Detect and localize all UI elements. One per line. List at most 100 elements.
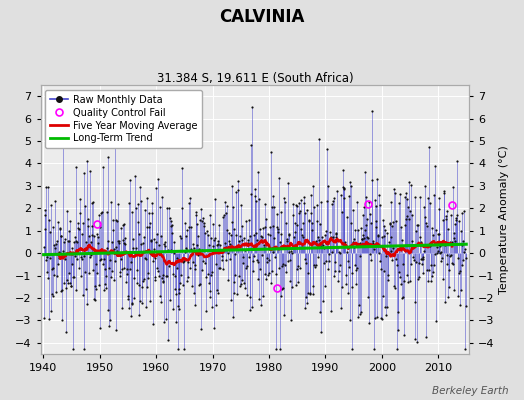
Point — [111, 217, 119, 223]
Point — [116, 273, 124, 279]
Point — [106, 256, 114, 263]
Point — [220, 212, 228, 218]
Point — [242, 265, 250, 271]
Point — [241, 247, 249, 253]
Point — [408, 238, 417, 244]
Point — [376, 201, 384, 208]
Point — [232, 232, 240, 238]
Point — [134, 312, 143, 318]
Point — [184, 259, 192, 265]
Point — [233, 242, 242, 249]
Point — [61, 256, 69, 262]
Point — [350, 236, 358, 242]
Point — [247, 190, 256, 197]
Point — [235, 238, 243, 244]
Point — [326, 229, 334, 235]
Point — [428, 225, 436, 231]
Point — [376, 315, 385, 321]
Text: CALVINIA: CALVINIA — [220, 8, 304, 26]
Point — [363, 239, 372, 246]
Point — [81, 269, 90, 276]
Point — [385, 238, 393, 245]
Point — [358, 235, 366, 242]
Point — [205, 280, 213, 286]
Point — [422, 334, 431, 340]
Point — [293, 203, 302, 210]
Point — [237, 237, 246, 243]
Point — [344, 258, 352, 264]
Point — [416, 233, 424, 240]
Point — [354, 241, 363, 248]
Point — [200, 220, 208, 226]
Point — [337, 305, 345, 311]
Point — [159, 278, 168, 284]
Point — [340, 185, 348, 192]
Point — [339, 166, 347, 173]
Point — [89, 266, 97, 273]
Point — [418, 256, 427, 262]
Point — [299, 234, 307, 240]
Point — [329, 234, 337, 240]
Point — [180, 258, 188, 264]
Point — [81, 203, 89, 210]
Point — [275, 265, 283, 272]
Point — [358, 236, 367, 242]
Point — [82, 239, 91, 246]
Point — [256, 226, 265, 232]
Point — [93, 230, 101, 237]
Point — [298, 244, 307, 250]
Point — [409, 243, 417, 249]
Point — [267, 204, 276, 210]
Point — [436, 249, 445, 255]
Point — [280, 194, 289, 201]
Point — [167, 247, 176, 254]
Point — [148, 321, 157, 327]
Point — [322, 228, 330, 234]
Point — [401, 190, 410, 196]
Point — [420, 248, 429, 255]
Point — [180, 220, 189, 226]
Point — [142, 256, 150, 262]
Point — [75, 265, 83, 272]
Point — [294, 263, 302, 269]
Point — [335, 262, 344, 269]
Point — [140, 234, 148, 241]
Point — [392, 346, 401, 353]
Point — [205, 294, 214, 300]
Point — [229, 204, 237, 210]
Point — [158, 272, 167, 278]
Point — [163, 204, 171, 211]
Point — [63, 280, 72, 286]
Point — [216, 248, 225, 254]
Point — [198, 218, 206, 224]
Point — [194, 246, 203, 252]
Point — [384, 272, 392, 278]
Point — [366, 251, 375, 257]
Point — [224, 277, 233, 283]
Point — [45, 316, 53, 323]
Point — [243, 263, 252, 270]
Point — [355, 253, 364, 260]
Point — [354, 227, 362, 234]
Point — [204, 242, 213, 248]
Point — [47, 308, 55, 314]
Point — [257, 252, 266, 258]
Point — [351, 261, 359, 268]
Point — [119, 239, 128, 246]
Point — [177, 234, 185, 241]
Point — [303, 207, 312, 213]
Point — [433, 231, 442, 237]
Point — [248, 268, 257, 274]
Point — [212, 260, 220, 267]
Point — [136, 184, 144, 190]
Point — [386, 199, 395, 205]
Point — [285, 232, 293, 239]
Legend: Raw Monthly Data, Quality Control Fail, Five Year Moving Average, Long-Term Tren: Raw Monthly Data, Quality Control Fail, … — [46, 90, 202, 148]
Point — [186, 265, 194, 272]
Point — [341, 241, 349, 247]
Point — [132, 205, 140, 211]
Point — [52, 289, 60, 296]
Point — [131, 172, 139, 179]
Point — [231, 272, 239, 278]
Point — [48, 265, 57, 272]
